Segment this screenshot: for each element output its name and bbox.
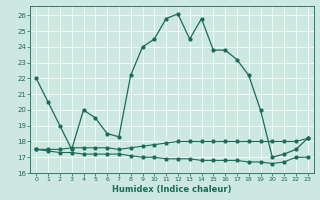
X-axis label: Humidex (Indice chaleur): Humidex (Indice chaleur): [112, 185, 232, 194]
